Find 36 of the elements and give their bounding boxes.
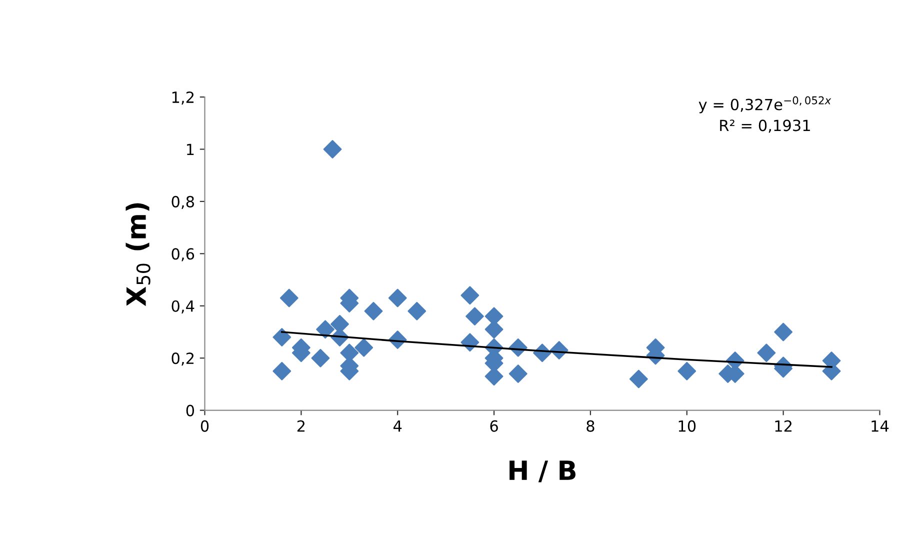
point xyxy=(311,348,330,368)
point xyxy=(460,286,480,305)
point xyxy=(508,364,528,383)
point xyxy=(466,307,484,326)
point xyxy=(323,140,342,158)
point xyxy=(629,370,648,388)
y-tick-label: 0,6 xyxy=(172,248,194,262)
point xyxy=(272,362,292,380)
point xyxy=(280,288,298,308)
y-tick-label: 0 xyxy=(186,404,194,416)
point xyxy=(757,344,776,362)
x-tick-label: 0 xyxy=(200,420,209,432)
y-tick-label: 0,4 xyxy=(172,300,194,314)
x-tick-label: 6 xyxy=(490,420,498,432)
point xyxy=(678,362,696,380)
point xyxy=(316,320,334,339)
annotation: y = 0,327e$^{−0,052x}$ xyxy=(698,96,832,114)
y-tick-label: 0,8 xyxy=(172,196,194,210)
point xyxy=(388,288,407,308)
y-tick-label: 1,2 xyxy=(172,91,194,105)
x-tick-label: 8 xyxy=(586,420,594,432)
x-axis-title: H / B xyxy=(510,460,576,482)
y-axis-title: X$_{50}$ (m) xyxy=(126,203,150,306)
x-tick-label: 4 xyxy=(393,420,402,432)
point xyxy=(364,302,383,320)
x-tick-label: 12 xyxy=(775,420,792,432)
x-tick-label: 2 xyxy=(297,420,305,432)
point xyxy=(408,302,426,320)
y-tick-label: 1 xyxy=(186,144,194,156)
x-tick-label: 14 xyxy=(872,420,889,432)
annotation: R² = 0,1931 xyxy=(720,120,810,133)
point xyxy=(272,328,292,346)
point xyxy=(774,322,792,342)
point xyxy=(354,338,374,357)
x-tick-label: 10 xyxy=(678,420,696,432)
y-tick-label: 0,2 xyxy=(172,352,194,366)
